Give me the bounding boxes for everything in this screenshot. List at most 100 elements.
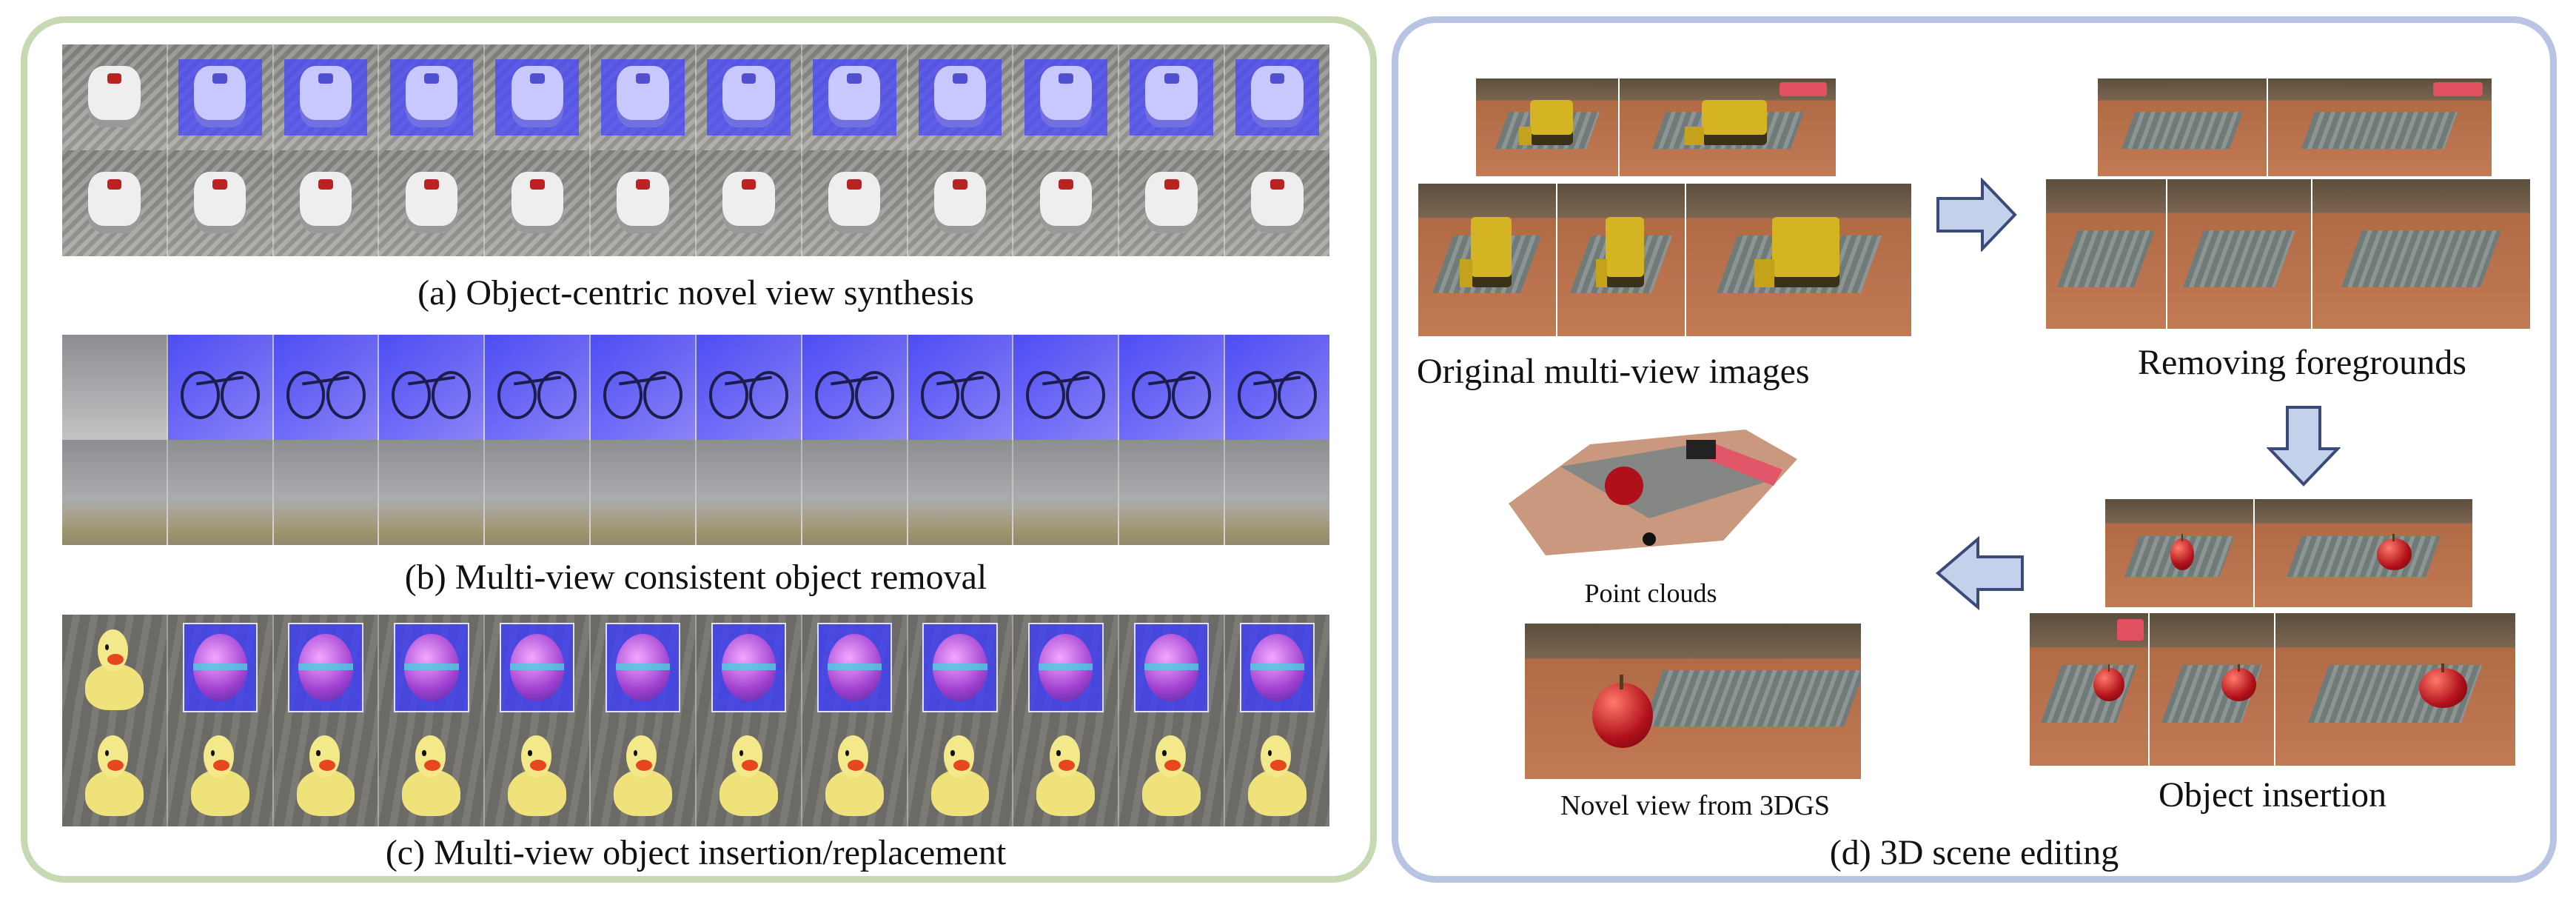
- original-view-image: [1556, 182, 1686, 338]
- removed-view-image: [2166, 178, 2312, 330]
- image-tile: [1119, 615, 1226, 721]
- image-tile: [273, 150, 380, 256]
- image-tile: [1013, 150, 1120, 256]
- image-tile: [802, 721, 908, 826]
- original-view-image: [1618, 77, 1837, 178]
- inserted-view-image: [2104, 498, 2255, 609]
- image-tile: [379, 615, 486, 721]
- image-tile: [1225, 44, 1329, 150]
- image-tile: [1013, 440, 1120, 545]
- image-tile: [273, 44, 380, 150]
- image-tile: [1225, 440, 1329, 545]
- image-tile: [62, 335, 168, 440]
- image-tile: [1119, 44, 1226, 150]
- image-tile: [485, 615, 591, 721]
- image-tile: [802, 150, 908, 256]
- image-tile: [379, 721, 486, 826]
- image-tile: [1013, 721, 1120, 826]
- removed-view-image: [2267, 77, 2493, 178]
- image-tile: [167, 440, 274, 545]
- point-cloud-render: [1501, 415, 1812, 563]
- image-tile: [167, 721, 274, 826]
- image-tile: [273, 615, 380, 721]
- inserted-view-image: [2253, 498, 2474, 609]
- removed-view-image: [2045, 178, 2167, 330]
- image-tile: [485, 440, 591, 545]
- image-tile: [1225, 615, 1329, 721]
- image-tile: [1119, 150, 1226, 256]
- image-tile: [802, 335, 908, 440]
- image-tile: [802, 44, 908, 150]
- original-view-image: [1475, 77, 1620, 178]
- image-tile: [62, 44, 168, 150]
- right-panel: [1392, 16, 2557, 883]
- image-tile: [1225, 335, 1329, 440]
- strip-object-insertion: [62, 615, 1329, 826]
- image-tile: [1119, 721, 1226, 826]
- image-tile: [273, 721, 380, 826]
- image-tile: [167, 615, 274, 721]
- label-removing-foregrounds: Removing foregrounds: [2138, 343, 2466, 382]
- inserted-view-image: [2148, 612, 2275, 767]
- novel-view-image: [1523, 622, 1862, 781]
- image-tile: [62, 615, 168, 721]
- arrow-right-icon: [1936, 178, 2018, 252]
- image-tile: [1013, 615, 1120, 721]
- image-tile: [908, 615, 1014, 721]
- image-tile: [696, 150, 802, 256]
- image-tile: [167, 44, 274, 150]
- image-tile: [908, 440, 1014, 545]
- label-object-insertion: Object insertion: [2159, 775, 2387, 815]
- image-tile: [908, 335, 1014, 440]
- image-tile: [591, 335, 697, 440]
- image-tile: [485, 44, 591, 150]
- image-tile: [908, 150, 1014, 256]
- image-tile: [485, 150, 591, 256]
- image-tile: [1013, 335, 1120, 440]
- image-tile: [62, 440, 168, 545]
- label-original-multi-view: Original multi-view images: [1417, 352, 1810, 391]
- original-view-image: [1685, 182, 1913, 338]
- inserted-view-image: [2274, 612, 2517, 767]
- image-tile: [485, 721, 591, 826]
- image-tile: [379, 150, 486, 256]
- caption-b: (b) Multi-view consistent object removal: [404, 558, 987, 597]
- strip-object-removal: [62, 335, 1329, 545]
- caption-d: (d) 3D scene editing: [1829, 833, 2119, 872]
- image-tile: [1119, 440, 1226, 545]
- image-tile: [379, 44, 486, 150]
- caption-c: (c) Multi-view object insertion/replacem…: [385, 833, 1007, 872]
- image-tile: [908, 44, 1014, 150]
- image-tile: [62, 150, 168, 256]
- caption-a: (a) Object-centric novel view synthesis: [417, 273, 974, 313]
- label-novel-view: Novel view from 3DGS: [1560, 790, 1831, 821]
- image-tile: [1225, 721, 1329, 826]
- image-tile: [696, 335, 802, 440]
- label-point-clouds: Point clouds: [1584, 578, 1717, 608]
- arrow-down-icon: [2267, 406, 2341, 487]
- image-tile: [591, 440, 697, 545]
- image-tile: [485, 335, 591, 440]
- image-tile: [1225, 150, 1329, 256]
- image-tile: [273, 440, 380, 545]
- image-tile: [908, 721, 1014, 826]
- image-tile: [696, 44, 802, 150]
- image-tile: [167, 150, 274, 256]
- removed-view-image: [2311, 178, 2532, 330]
- image-tile: [591, 615, 697, 721]
- image-tile: [1119, 335, 1226, 440]
- strip-novel-view-synthesis: [62, 44, 1329, 256]
- image-tile: [696, 615, 802, 721]
- image-tile: [591, 721, 697, 826]
- image-tile: [591, 150, 697, 256]
- original-view-image: [1417, 182, 1557, 338]
- left-panel: [21, 16, 1377, 883]
- image-tile: [379, 440, 486, 545]
- image-tile: [1013, 44, 1120, 150]
- image-tile: [273, 335, 380, 440]
- removed-view-image: [2096, 77, 2268, 178]
- image-tile: [696, 440, 802, 545]
- image-tile: [62, 721, 168, 826]
- image-tile: [591, 44, 697, 150]
- image-tile: [802, 440, 908, 545]
